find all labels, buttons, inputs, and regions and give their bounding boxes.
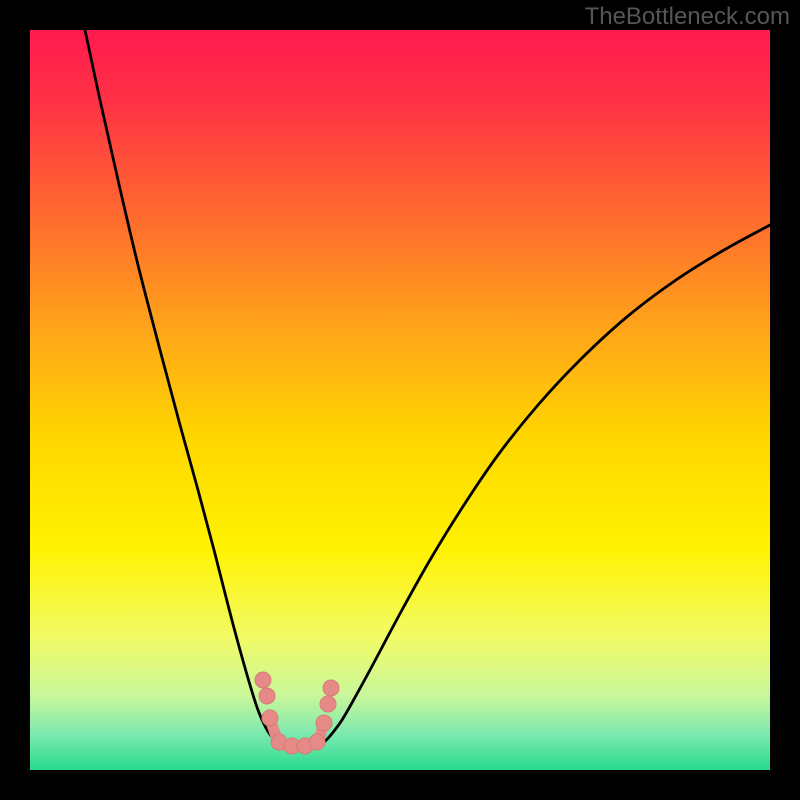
chart-svg xyxy=(30,30,770,770)
right-curve xyxy=(321,225,770,745)
plot-area xyxy=(30,30,770,770)
left-curve xyxy=(85,30,282,745)
valley-marker xyxy=(323,680,339,696)
valley-marker xyxy=(309,734,325,750)
valley-marker xyxy=(259,688,275,704)
valley-marker xyxy=(262,710,278,726)
watermark-text: TheBottleneck.com xyxy=(585,3,790,31)
valley-marker xyxy=(316,715,332,731)
valley-marker xyxy=(320,696,336,712)
valley-marker xyxy=(255,672,271,688)
